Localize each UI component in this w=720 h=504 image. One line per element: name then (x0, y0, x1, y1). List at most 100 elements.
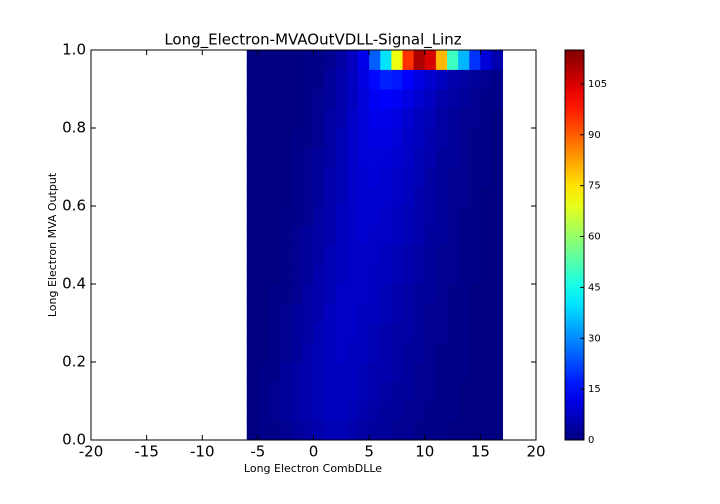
heatmap-cell (469, 245, 481, 265)
heatmap-cell (280, 342, 292, 363)
heatmap-cell (302, 245, 314, 265)
heatmap-cell (246, 303, 259, 324)
heatmap-cell (469, 89, 481, 109)
heatmap-cell (257, 89, 270, 109)
colorbar-tick-label: 60 (588, 232, 601, 243)
colorbar-tick-label: 90 (588, 130, 601, 141)
heatmap-cell (480, 245, 492, 265)
heatmap-cell (346, 69, 359, 90)
heatmap-cell (269, 362, 281, 382)
heatmap-cell (380, 225, 392, 246)
x-tick-label: 15 (471, 443, 490, 461)
heatmap-cell (402, 420, 415, 441)
x-tick-label: -15 (134, 443, 159, 461)
heatmap-cell (324, 420, 337, 441)
heatmap-cell (380, 303, 392, 324)
heatmap-cell (291, 147, 303, 168)
heatmap-cell (246, 342, 259, 363)
heatmap-cell (402, 264, 415, 285)
heatmap-cell (280, 206, 292, 226)
heatmap-cell (257, 401, 270, 421)
heatmap-cell (369, 342, 381, 363)
heatmap-cell (458, 381, 470, 402)
heatmap-cell (435, 284, 448, 304)
heatmap-cell (302, 381, 314, 402)
heatmap-cell (458, 401, 470, 421)
heatmap-cell (291, 362, 303, 382)
heatmap-cell (447, 186, 459, 207)
heatmap-cell (424, 206, 437, 226)
heatmap-cell (458, 420, 470, 441)
heatmap-cell (480, 225, 492, 246)
heatmap-cell (491, 401, 504, 421)
heatmap-cell (424, 89, 437, 109)
heatmap-cell (480, 420, 492, 441)
heatmap-cell (291, 284, 303, 304)
heatmap-cell (269, 245, 281, 265)
heatmap-cell (469, 420, 481, 441)
heatmap-cell (435, 323, 448, 343)
heatmap-cell (257, 303, 270, 324)
heatmap-cell (246, 206, 259, 226)
heatmap-cell (358, 50, 370, 70)
heatmap-cell (246, 284, 259, 304)
heatmap-cell (413, 69, 426, 90)
heatmap-cell (424, 128, 437, 148)
heatmap-cell (469, 362, 481, 382)
x-tick-label: 5 (364, 443, 374, 461)
heatmap-cell (335, 323, 348, 343)
heatmap-cell (257, 186, 270, 207)
heatmap-cell (469, 108, 481, 129)
heatmap-cell (269, 128, 281, 148)
heatmap-cell (402, 323, 415, 343)
heatmap-cell (391, 342, 403, 363)
heatmap-cell (369, 284, 381, 304)
heatmap-cell (346, 186, 359, 207)
heatmap-cell (324, 401, 337, 421)
heatmap-cell (480, 167, 492, 187)
heatmap-cell (424, 167, 437, 187)
heatmap-cell (391, 245, 403, 265)
heatmap-cell (346, 128, 359, 148)
heatmap-cell (469, 50, 481, 70)
heatmap-cell (269, 147, 281, 168)
heatmap-cell (413, 401, 426, 421)
heatmap-cell (424, 186, 437, 207)
heatmap-cell (402, 303, 415, 324)
heatmap-cell (313, 186, 326, 207)
heatmap-cell (435, 128, 448, 148)
heatmap-cell (435, 342, 448, 363)
heatmap-cell (380, 284, 392, 304)
heatmap-cell (458, 225, 470, 246)
chart-title: Long_Electron-MVAOutVDLL-Signal_Linz (164, 31, 461, 50)
colorbar-tick-label: 45 (588, 282, 601, 293)
heatmap-cell (469, 303, 481, 324)
heatmap-cell (324, 245, 337, 265)
heatmap-cell (491, 128, 504, 148)
heatmap-cell (402, 89, 415, 109)
heatmap-cell (424, 50, 437, 70)
heatmap-cell (335, 420, 348, 441)
heatmap-cell (280, 323, 292, 343)
heatmap-cell (447, 342, 459, 363)
heatmap-cell (291, 225, 303, 246)
heatmap-cell (335, 50, 348, 70)
heatmap-cell (491, 147, 504, 168)
heatmap-cell (402, 342, 415, 363)
heatmap-cell (447, 206, 459, 226)
heatmap-cell (424, 381, 437, 402)
heatmap-cell (435, 362, 448, 382)
heatmap-cell (424, 225, 437, 246)
heatmap-cell (324, 284, 337, 304)
heatmap-cell (369, 245, 381, 265)
heatmap-cell (369, 362, 381, 382)
heatmap-cell (424, 342, 437, 363)
heatmap-cell (269, 108, 281, 129)
heatmap-cell (358, 147, 370, 168)
heatmap-cell (424, 264, 437, 285)
heatmap-cell (447, 381, 459, 402)
heatmap-cell (447, 128, 459, 148)
heatmap-cell (302, 264, 314, 285)
heatmap-cell (424, 245, 437, 265)
heatmap-cell (335, 89, 348, 109)
